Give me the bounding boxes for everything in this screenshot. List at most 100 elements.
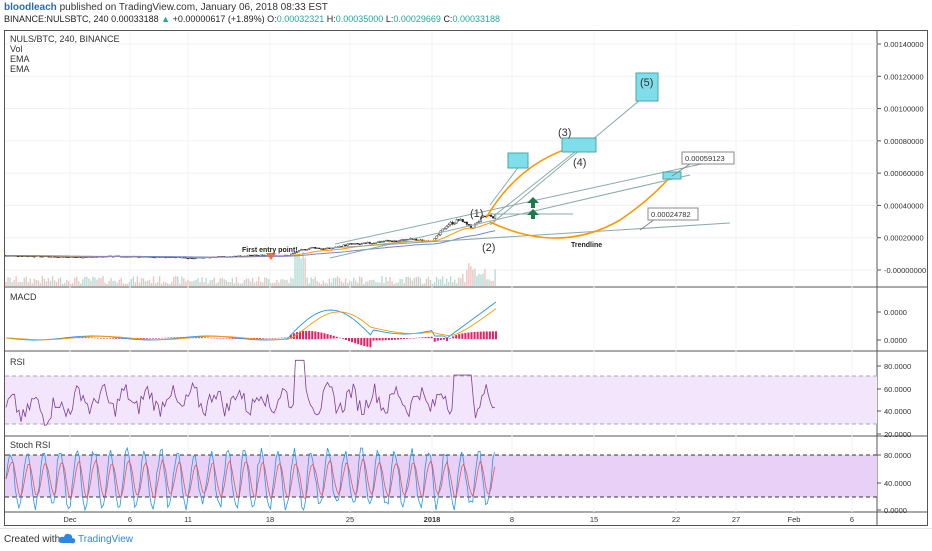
- rsi-pane: [5, 359, 495, 426]
- price-callout-upper[interactable]: [681, 151, 735, 165]
- macd-histogram-bar: [271, 338, 274, 339]
- drawings[interactable]: First entry point! Trendline (1) (2) (3)…: [242, 72, 735, 260]
- tradingview-cloud-icon[interactable]: [58, 533, 76, 545]
- time-tick-label: 6: [128, 515, 132, 524]
- candle-body: [370, 243, 373, 245]
- volume-bar: [486, 279, 488, 286]
- volume-bar: [338, 277, 341, 286]
- author-name[interactable]: bloodleach: [4, 2, 57, 13]
- candle-body: [318, 247, 321, 249]
- macd-histogram-bar: [118, 338, 121, 339]
- candle-body: [393, 240, 396, 242]
- indicator-tick-label: 40.0000: [884, 407, 911, 416]
- volume-bar: [361, 277, 363, 286]
- volume-bar: [435, 276, 438, 286]
- volume-bar: [233, 283, 236, 286]
- high-label: H:: [326, 14, 336, 24]
- volume-bar: [7, 276, 9, 286]
- volume-bar: [314, 276, 316, 286]
- volume-bar: [340, 281, 343, 286]
- low-label: L:: [385, 14, 394, 24]
- macd-histogram-bar: [476, 331, 479, 340]
- candle-body: [81, 257, 84, 259]
- volume-bar: [5, 282, 7, 286]
- indicator-tick-label: 0.0000: [884, 336, 907, 345]
- fan-line[interactable]: [489, 99, 641, 226]
- macd-histogram-bar: [197, 337, 200, 339]
- macd-histogram-bar: [96, 337, 99, 339]
- wave-label-2[interactable]: (2): [482, 242, 495, 254]
- volume-bar: [237, 282, 240, 286]
- macd-histogram-bar: [299, 331, 301, 340]
- volume-bar: [146, 280, 149, 286]
- pane-label-rsi[interactable]: RSI: [10, 357, 26, 367]
- fan-line[interactable]: [334, 159, 721, 245]
- volume-bar: [310, 277, 312, 286]
- volume-bar: [346, 282, 349, 286]
- target-box[interactable]: [507, 152, 529, 169]
- volume-bar: [484, 269, 486, 286]
- volume-bar: [443, 283, 446, 286]
- candle-body: [358, 243, 361, 245]
- volume-bar: [86, 276, 88, 286]
- fan-line[interactable]: [329, 174, 691, 259]
- target-box[interactable]: [561, 137, 597, 153]
- volume-bar: [150, 282, 153, 286]
- legend-item-ema[interactable]: EMA: [10, 54, 30, 64]
- macd-histogram-bar: [99, 337, 102, 339]
- volume-bar: [419, 277, 422, 286]
- legend-item-vol[interactable]: Vol: [10, 44, 23, 54]
- volume-bar: [39, 282, 42, 286]
- volume-bar: [112, 280, 114, 286]
- volume-bar: [217, 282, 219, 286]
- callout-leader: [671, 163, 691, 177]
- wave-label-3[interactable]: (3): [558, 127, 571, 139]
- volume-bar: [294, 253, 296, 286]
- volume-bar: [466, 269, 468, 286]
- tradingview-brand[interactable]: TradingView: [78, 534, 134, 545]
- candle-body: [455, 219, 458, 224]
- macd-histogram-bar: [329, 334, 332, 339]
- candle-body: [194, 257, 197, 259]
- box-leader[interactable]: [489, 164, 521, 206]
- wave-label-5[interactable]: (5): [640, 77, 653, 89]
- time-axis[interactable]: Dec 6 11 18 25 2018 8 15 22 27 Feb 6: [63, 515, 854, 524]
- indicator-tick-label: 80.0000: [884, 362, 911, 371]
- chart-frame[interactable]: [4, 30, 928, 526]
- volume-bar: [29, 278, 31, 286]
- volume-bar: [425, 278, 428, 286]
- volume-bar: [140, 278, 143, 286]
- volume-bar: [19, 281, 21, 286]
- wave-label-4[interactable]: (4): [573, 157, 586, 169]
- volume-bar: [120, 278, 122, 286]
- orange-arc-lower[interactable]: [489, 174, 673, 239]
- chart-legend: NULS/BTC, 240, BINANCE Vol EMA EMA: [10, 34, 120, 74]
- price-callout-lower[interactable]: [647, 207, 699, 221]
- annotation-first-entry[interactable]: First entry point!: [242, 247, 298, 254]
- price-tick-label: 0.00020000: [884, 234, 924, 243]
- annotation-trendline[interactable]: Trendline: [571, 242, 602, 249]
- macd-histogram-bar: [461, 333, 464, 339]
- chart-canvas[interactable]: First entry point! Trendline (1) (2) (3)…: [0, 0, 932, 528]
- candle-body: [312, 247, 315, 249]
- volume-bar: [417, 276, 420, 286]
- pane-label-stoch[interactable]: Stoch RSI: [10, 440, 51, 450]
- volume-bar: [239, 283, 242, 286]
- macd-histogram-bar: [387, 338, 390, 341]
- target-box[interactable]: [635, 72, 659, 102]
- volume-bar: [494, 269, 496, 286]
- macd-histogram-bar: [366, 338, 369, 347]
- candle-body: [457, 219, 460, 221]
- wave-label-1[interactable]: (1): [470, 208, 483, 220]
- indicator-tick-label: 60.0000: [884, 385, 911, 394]
- macd-histogram-bar: [433, 338, 436, 342]
- legend-item-ema[interactable]: EMA: [10, 64, 30, 74]
- price-axis[interactable]: 0.00140000 0.00120000 0.00100000 0.00080000…: [877, 40, 926, 515]
- price-tick-label: 0.00080000: [884, 137, 924, 146]
- macd-histogram-bar: [106, 338, 109, 339]
- candle-body: [368, 242, 371, 244]
- volume-bar: [207, 283, 209, 286]
- pane-label-macd[interactable]: MACD: [10, 292, 37, 302]
- candle-body: [453, 222, 456, 225]
- volume-bar: [225, 280, 228, 286]
